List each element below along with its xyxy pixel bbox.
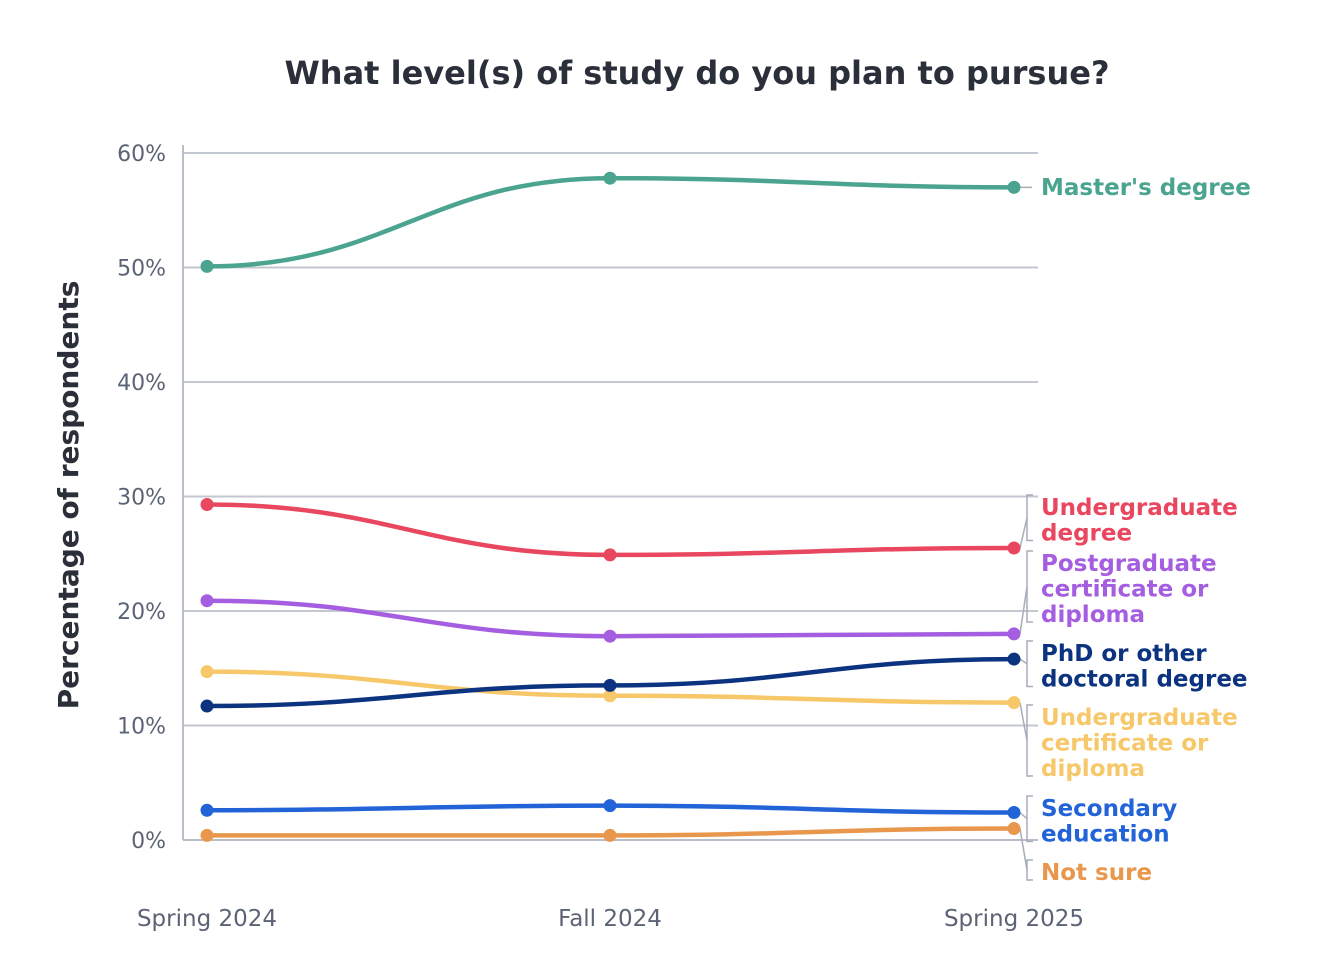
- y-tick-label: 40%: [117, 371, 166, 396]
- label-bracket: [1026, 704, 1033, 777]
- series-label: Master's degree: [1041, 175, 1251, 201]
- x-tick-label: Fall 2024: [558, 906, 662, 932]
- data-point: [200, 594, 214, 608]
- data-point: [603, 629, 617, 643]
- data-point: [603, 799, 617, 813]
- series-label: degree: [1041, 521, 1132, 547]
- y-tick-label: 10%: [117, 715, 166, 740]
- data-point: [200, 803, 214, 817]
- series-label: diploma: [1041, 602, 1145, 628]
- data-point: [1007, 627, 1021, 641]
- series-label: doctoral degree: [1041, 667, 1248, 693]
- series-line: [204, 502, 1017, 558]
- data-point: [200, 498, 214, 512]
- y-tick-label: 0%: [131, 829, 166, 854]
- data-point: [603, 171, 617, 185]
- y-axis-label: Percentage of respondents: [52, 281, 85, 710]
- y-axis-ticks: 0% 10% 20% 30% 40% 50% 60%: [117, 142, 166, 854]
- y-tick-label: 20%: [117, 600, 166, 625]
- data-point: [200, 259, 214, 273]
- series-label: Postgraduate: [1041, 551, 1217, 577]
- series-labels: Master's degreeUndergraduatedegreePostgr…: [1041, 175, 1251, 886]
- x-axis-ticks: Spring 2024 Fall 2024 Spring 2025: [137, 906, 1084, 932]
- data-point: [603, 548, 617, 562]
- data-point: [1007, 696, 1021, 710]
- gridlines: [182, 145, 1038, 841]
- data-point: [200, 699, 214, 713]
- label-connector: [1019, 586, 1028, 635]
- data-point: [200, 665, 214, 679]
- data-point: [1007, 652, 1021, 666]
- label-bracket: [1026, 494, 1033, 542]
- label-bracket: [1026, 859, 1033, 881]
- label-bracket: [1026, 795, 1033, 843]
- series-label: certificate or: [1041, 731, 1209, 757]
- data-point: [603, 828, 617, 842]
- series-label: Not sure: [1041, 860, 1152, 886]
- label-connector: [1019, 702, 1028, 741]
- series-label: certificate or: [1041, 577, 1209, 603]
- series-lines: [200, 171, 1021, 842]
- series-label: Secondary: [1041, 796, 1177, 822]
- y-tick-label: 30%: [117, 486, 166, 511]
- data-point: [1007, 806, 1021, 820]
- series-line: [204, 175, 1017, 269]
- series-label: education: [1041, 822, 1170, 848]
- x-tick-label: Spring 2025: [944, 906, 1084, 932]
- series-label: diploma: [1041, 756, 1145, 782]
- label-connector: [1019, 828, 1028, 871]
- y-tick-label: 50%: [117, 257, 166, 282]
- data-point: [1007, 822, 1021, 836]
- data-point: [603, 689, 617, 703]
- data-point: [603, 678, 617, 692]
- series-label: Undergraduate: [1041, 705, 1238, 731]
- data-point: [200, 828, 214, 842]
- label-brackets: [1019, 186, 1033, 881]
- label-connector: [1019, 658, 1028, 665]
- data-point: [1007, 180, 1021, 194]
- label-connector: [1019, 811, 1028, 820]
- series-label: PhD or other: [1041, 641, 1207, 667]
- label-connector: [1019, 517, 1028, 549]
- x-tick-label: Spring 2024: [137, 906, 277, 932]
- label-bracket: [1026, 640, 1033, 688]
- data-point: [1007, 541, 1021, 555]
- y-tick-label: 60%: [117, 142, 166, 167]
- series-label: Undergraduate: [1041, 495, 1238, 521]
- chart-title: What level(s) of study do you plan to pu…: [285, 54, 1110, 92]
